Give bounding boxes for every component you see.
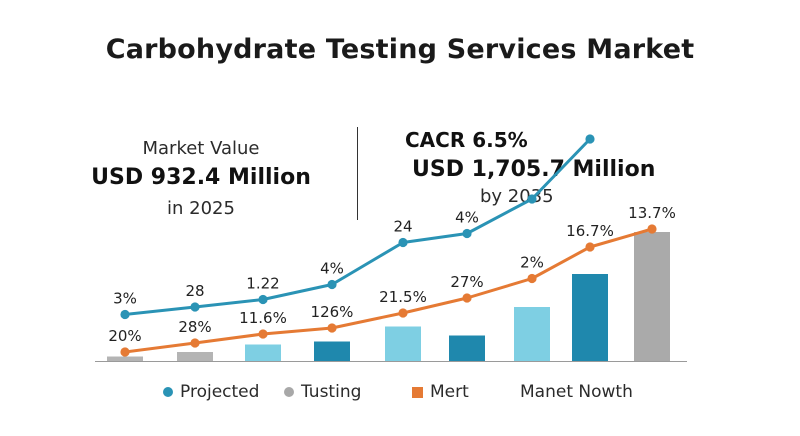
chart-title: Carbohydrate Testing Services Market: [105, 34, 695, 65]
forecast-value: USD 1,705.7 Million: [412, 157, 656, 182]
bar-2: [177, 352, 213, 361]
cagr-label: CACR 6.5%: [405, 128, 528, 152]
projected-label-3: 1.22: [246, 275, 279, 293]
mert-label-4: 126%: [311, 303, 354, 321]
bar-1: [107, 356, 143, 361]
projected-label-2: 28: [185, 282, 204, 300]
mert-point-6: [462, 293, 472, 303]
mert-point-5: [398, 308, 408, 318]
projected-point-7: [527, 194, 537, 204]
projected-point-3: [258, 294, 268, 305]
legend-label-tusting: Tusting: [301, 382, 362, 402]
bar-9: [634, 232, 670, 361]
mert-point-3: [258, 329, 268, 339]
mert-point-7: [527, 273, 537, 284]
mert-point-4: [327, 323, 337, 333]
projected-point-1: [120, 309, 130, 320]
projected-label-4: 4%: [320, 260, 344, 278]
projected-point-8: [585, 134, 595, 144]
legend-item-projected: Projected: [163, 382, 259, 402]
legend-swatch-projected: [163, 387, 173, 397]
mert-point-9: [647, 224, 657, 234]
projected-label-6: 4%: [455, 209, 479, 227]
bar-5: [385, 326, 421, 361]
bar-7: [514, 307, 550, 361]
bar-6: [449, 335, 485, 361]
legend-label-mert: Mert: [430, 382, 469, 402]
mert-point-2: [190, 338, 200, 348]
projected-label-5: 24: [393, 218, 412, 236]
mert-label-5: 21.5%: [379, 288, 427, 306]
legend-swatch-mert: [412, 386, 423, 398]
legend-swatch-tusting: [284, 387, 294, 397]
mert-point-8: [585, 242, 595, 252]
bar-3: [245, 344, 281, 361]
mert-label-9: 13.7%: [628, 204, 676, 222]
chart-legend: Projected Tusting Mert Manet Nowth: [0, 382, 800, 406]
mert-label-3: 11.6%: [239, 309, 287, 327]
mert-point-1: [120, 347, 130, 357]
projected-line: [123, 137, 592, 316]
projected-point-6: [462, 228, 472, 239]
mert-label-2: 28%: [178, 318, 211, 336]
legend-label-manet-nowth: Manet Nowth: [520, 382, 633, 402]
mert-label-8: 16.7%: [566, 222, 614, 240]
projected-point-4: [327, 279, 337, 290]
summary-divider: [357, 127, 358, 220]
projected-point-2: [190, 302, 200, 312]
legend-item-tusting: Tusting: [284, 382, 361, 402]
projected-label-1: 3%: [113, 290, 137, 308]
market-value-label: Market Value: [142, 138, 260, 159]
legend-item-mert: Mert: [412, 382, 469, 402]
bar-4: [314, 341, 350, 361]
bar-8: [572, 274, 608, 361]
mert-label-1: 20%: [108, 327, 141, 345]
mert-label-6: 27%: [450, 273, 483, 291]
mert-label-7: 2%: [520, 254, 544, 272]
market-value-year: in 2025: [167, 198, 235, 219]
market-value-amount: USD 932.4 Million: [91, 165, 311, 190]
legend-label-projected: Projected: [180, 382, 260, 402]
legend-item-manet-nowth: Manet Nowth: [520, 382, 633, 402]
projected-point-5: [398, 237, 408, 248]
